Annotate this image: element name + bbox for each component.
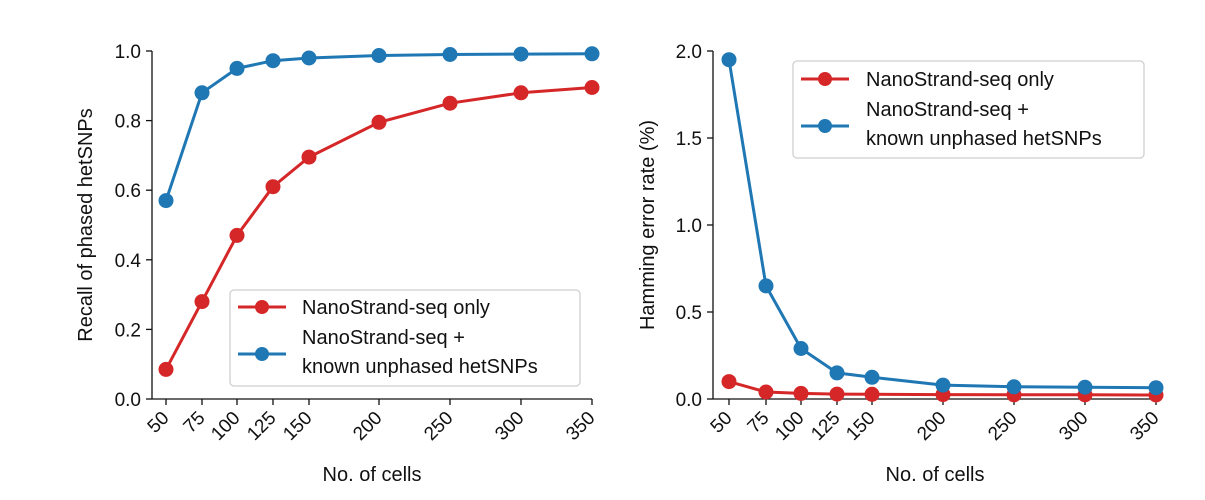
data-point xyxy=(721,52,737,68)
data-point xyxy=(1148,380,1164,396)
data-point xyxy=(864,386,880,402)
data-point xyxy=(371,48,387,63)
data-point xyxy=(442,47,458,62)
y-tick-label: 1.0 xyxy=(676,216,702,237)
y-axis-title: Recall of phased hetSNPs xyxy=(75,108,97,341)
legend-marker-blue xyxy=(255,347,269,361)
x-tick-label: 150 xyxy=(279,408,316,445)
legend-label-red: NanoStrand-seq only xyxy=(302,297,490,319)
data-point xyxy=(265,179,281,195)
x-tick-label: 150 xyxy=(842,408,879,445)
data-point xyxy=(1006,379,1022,395)
x-tick-label: 50 xyxy=(707,408,737,438)
legend-marker-blue xyxy=(818,119,832,133)
data-point xyxy=(158,361,174,377)
data-point xyxy=(935,377,951,393)
data-point xyxy=(158,193,174,209)
legend-box xyxy=(229,289,581,387)
data-point xyxy=(584,80,600,95)
data-point xyxy=(793,341,809,356)
x-tick-label: 125 xyxy=(807,408,844,445)
x-axis-title: No. of cells xyxy=(886,464,985,486)
legend: NanoStrand-seq only NanoStrand-seq + kno… xyxy=(229,289,581,387)
data-point xyxy=(1077,379,1093,395)
data-point xyxy=(758,278,774,294)
data-point xyxy=(194,85,210,101)
data-point xyxy=(584,46,600,62)
y-tick-label: 1.0 xyxy=(115,42,141,63)
x-tick-label: 300 xyxy=(491,408,528,445)
legend-marker-red xyxy=(818,72,832,86)
y-axis-title: Hamming error rate (%) xyxy=(637,120,659,330)
x-tick-label: 350 xyxy=(562,408,599,445)
x-tick-label: 75 xyxy=(744,408,774,438)
data-point xyxy=(829,365,845,381)
data-point xyxy=(793,385,809,401)
data-point xyxy=(229,60,245,76)
data-point xyxy=(758,384,774,400)
x-tick-label: 350 xyxy=(1126,408,1163,445)
y-tick-label: 1.5 xyxy=(676,129,702,150)
x-tick-label: 250 xyxy=(984,408,1021,445)
data-point xyxy=(864,369,880,385)
legend-marker-red xyxy=(255,300,269,314)
x-tick-label: 300 xyxy=(1055,408,1092,445)
x-tick-label: 200 xyxy=(913,408,950,445)
x-tick-label: 100 xyxy=(207,408,244,445)
legend-label-red: NanoStrand-seq only xyxy=(866,69,1054,91)
y-tick-label: 0.8 xyxy=(115,112,141,133)
x-tick-label: 250 xyxy=(420,408,457,445)
legend-label-blue-line2: known unphased hetSNPs xyxy=(866,128,1102,150)
data-point xyxy=(829,386,845,402)
x-tick-label: 200 xyxy=(349,408,386,445)
data-point xyxy=(265,53,281,69)
y-tick-label: 0.2 xyxy=(115,320,141,341)
y-tick-label: 0.0 xyxy=(115,390,141,411)
data-point xyxy=(721,374,737,390)
legend-label-blue-line1: NanoStrand-seq + xyxy=(866,99,1029,121)
x-tick-label: 75 xyxy=(180,408,210,438)
legend: NanoStrand-seq only NanoStrand-seq + kno… xyxy=(792,60,1145,159)
legend-label-blue-line2: known unphased hetSNPs xyxy=(302,356,538,378)
data-point xyxy=(301,50,317,66)
legend-label-blue-line1: NanoStrand-seq + xyxy=(302,327,465,349)
data-point xyxy=(229,227,245,243)
legend-box xyxy=(792,60,1145,159)
y-tick-label: 0.4 xyxy=(115,251,142,272)
x-axis-title: No. of cells xyxy=(323,464,422,486)
data-point xyxy=(513,46,529,62)
x-tick-label: 125 xyxy=(243,408,280,445)
data-point xyxy=(194,294,210,310)
x-tick-label: 100 xyxy=(771,408,808,445)
data-point xyxy=(301,149,317,165)
data-point xyxy=(442,95,458,111)
y-tick-label: 2.0 xyxy=(676,42,702,63)
data-point xyxy=(371,114,387,130)
x-tick-label: 50 xyxy=(144,408,174,438)
y-tick-label: 0.6 xyxy=(115,181,141,202)
y-tick-label: 0.0 xyxy=(676,390,702,411)
data-point xyxy=(513,85,529,101)
y-tick-label: 0.5 xyxy=(676,303,702,324)
